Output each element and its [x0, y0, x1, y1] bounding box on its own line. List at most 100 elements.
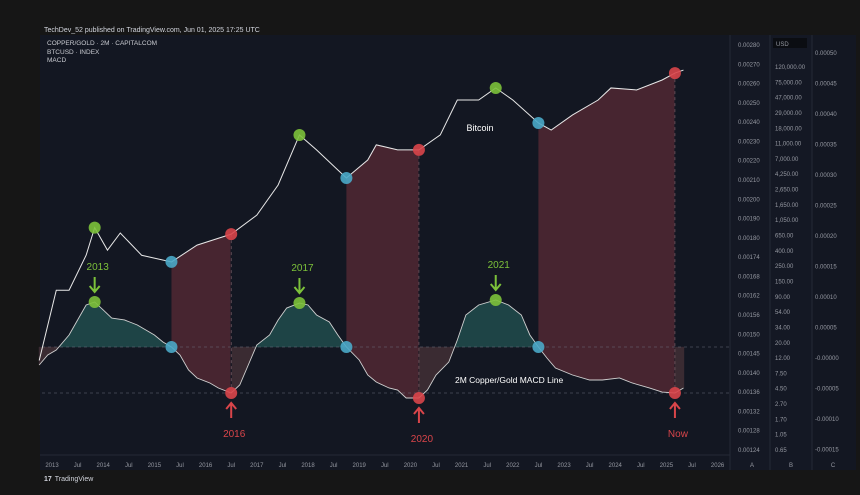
axis-b-tick: 18,000.00 — [775, 126, 802, 132]
axis-b-tick: 2.70 — [775, 402, 787, 408]
bull-year-label: 2017 — [291, 263, 314, 274]
axis-c-tick: 0.00040 — [815, 112, 837, 118]
legend-macd[interactable]: MACD — [47, 57, 67, 64]
axis-c-tick: 0.00025 — [815, 204, 837, 210]
axis-a-tick: 0.00270 — [738, 62, 760, 68]
pane-label: A — [750, 463, 754, 469]
axis-b-tick: 1,650.00 — [775, 203, 799, 209]
axis-a-tick: 0.00124 — [738, 448, 760, 454]
time-axis-tick: 2025 — [660, 463, 674, 469]
axis-b-tick: 120,000.00 — [775, 65, 806, 71]
axis-b-tick: 34.00 — [775, 325, 791, 331]
axis-b-tick: 47,000.00 — [775, 96, 802, 102]
time-axis-tick: 2023 — [557, 463, 571, 469]
axis-c-tick: 0.00050 — [815, 51, 837, 57]
time-axis-tick: Jul — [535, 463, 543, 469]
axis-a-tick: 0.00260 — [738, 82, 760, 88]
time-axis-tick: 2018 — [301, 463, 315, 469]
time-axis-tick: 2015 — [148, 463, 162, 469]
cross-marker-macd — [165, 341, 178, 353]
axis-a-tick: 0.00136 — [738, 390, 760, 396]
axis-a-tick: 0.00128 — [738, 429, 760, 435]
axis-a-tick: 0.00180 — [738, 236, 760, 242]
axis-b-tick: 1.70 — [775, 417, 787, 423]
time-axis-tick: Jul — [176, 463, 184, 469]
time-axis-tick: 2016 — [199, 463, 213, 469]
bull-marker-macd — [88, 295, 101, 308]
chart-frame — [40, 35, 856, 470]
time-axis-tick: Jul — [381, 463, 389, 469]
axis-b-pane — [770, 35, 812, 470]
bear-marker-macd — [412, 391, 425, 404]
publisher-line: TechDev_52 published on TradingView.com,… — [44, 27, 260, 34]
axis-b-tick: 1.05 — [775, 433, 787, 439]
axis-a-tick: 0.00150 — [738, 332, 760, 338]
pane-label: C — [831, 463, 836, 469]
time-axis-tick: 2021 — [455, 463, 469, 469]
arrow-down-icon — [88, 276, 101, 294]
axis-a-tick: 0.00156 — [738, 313, 760, 319]
axis-a-tick: 0.00140 — [738, 371, 760, 377]
legend-copper-gold[interactable]: COPPER/GOLD · 2M · CAPITALCOM — [47, 40, 158, 47]
axis-a-tick: 0.00220 — [738, 159, 760, 165]
bear-phase-column — [171, 234, 231, 393]
tradingview-logo-mark: 17 — [44, 476, 52, 483]
tradingview-logo[interactable]: 17 TradingView — [44, 476, 93, 483]
bull-year-label: 2021 — [488, 260, 511, 271]
currency-label: USD — [776, 42, 789, 48]
axis-a-tick: 0.00250 — [738, 101, 760, 107]
copper-gold-macd-line — [38, 299, 684, 399]
axis-a-tick: 0.00210 — [738, 178, 760, 184]
axis-c-tick: -0.00010 — [815, 417, 839, 423]
bear-phase-column — [538, 73, 675, 393]
bull-marker-btc — [293, 128, 306, 141]
axis-b-tick: 4,250.00 — [775, 172, 799, 178]
bear-marker-btc — [668, 67, 681, 80]
bitcoin-label: Bitcoin — [466, 123, 493, 133]
time-axis-tick: 2014 — [97, 463, 111, 469]
axis-b-tick: 650.00 — [775, 234, 794, 240]
bull-marker-btc — [88, 221, 101, 234]
time-axis-tick: Jul — [432, 463, 440, 469]
axis-b-tick: 54.00 — [775, 310, 791, 316]
arrow-up-icon — [225, 401, 237, 418]
time-axis-tick: 2020 — [404, 463, 418, 469]
time-axis-tick: 2026 — [711, 463, 725, 469]
axis-b-tick: 12.00 — [775, 356, 791, 362]
axis-b-tick: 75,000.00 — [775, 80, 802, 86]
time-axis-tick: 2019 — [353, 463, 367, 469]
time-axis-tick: Jul — [586, 463, 594, 469]
bear-phase-column — [346, 144, 419, 398]
axis-a-tick: 0.00168 — [738, 274, 760, 280]
axis-b-tick: 2,650.00 — [775, 188, 799, 194]
axis-b-tick: 4.50 — [775, 387, 787, 393]
publish-header: TechDev_52 published on TradingView.com,… — [0, 0, 860, 34]
macd-label: 2M Copper/Gold MACD Line — [455, 375, 563, 385]
axis-b-tick: 90.00 — [775, 295, 791, 301]
time-axis-tick: 2013 — [45, 463, 59, 469]
series-legend: COPPER/GOLD · 2M · CAPITALCOM BTCUSD · I… — [47, 40, 157, 66]
legend-btcusd[interactable]: BTCUSD · INDEX — [47, 48, 100, 56]
time-axis-tick: Jul — [125, 463, 133, 469]
axis-c-tick: -0.00005 — [815, 387, 839, 393]
bear-marker-macd — [225, 386, 238, 399]
bear-year-label: 2020 — [411, 434, 434, 445]
bear-marker-btc — [412, 143, 425, 156]
axis-c-tick: 0.00020 — [815, 234, 837, 240]
cross-marker-btc — [532, 116, 545, 129]
time-axis-tick: Jul — [330, 463, 338, 469]
axis-c-tick: 0.00015 — [815, 265, 837, 271]
bull-year-label: 2013 — [87, 262, 110, 273]
cross-marker-btc — [165, 255, 178, 268]
arrow-up-icon — [669, 401, 681, 418]
bear-year-label: 2016 — [223, 429, 246, 440]
axis-b-tick: 7,000.00 — [775, 157, 799, 163]
axis-b-tick: 0.65 — [775, 448, 787, 454]
axis-b-tick: 29,000.00 — [775, 111, 802, 117]
time-axis-tick: Jul — [483, 463, 491, 469]
axis-c-tick: 0.00035 — [815, 143, 837, 149]
time-axis-tick: 2017 — [250, 463, 264, 469]
currency-badge — [773, 38, 807, 48]
macd-area-fill — [682, 346, 685, 389]
